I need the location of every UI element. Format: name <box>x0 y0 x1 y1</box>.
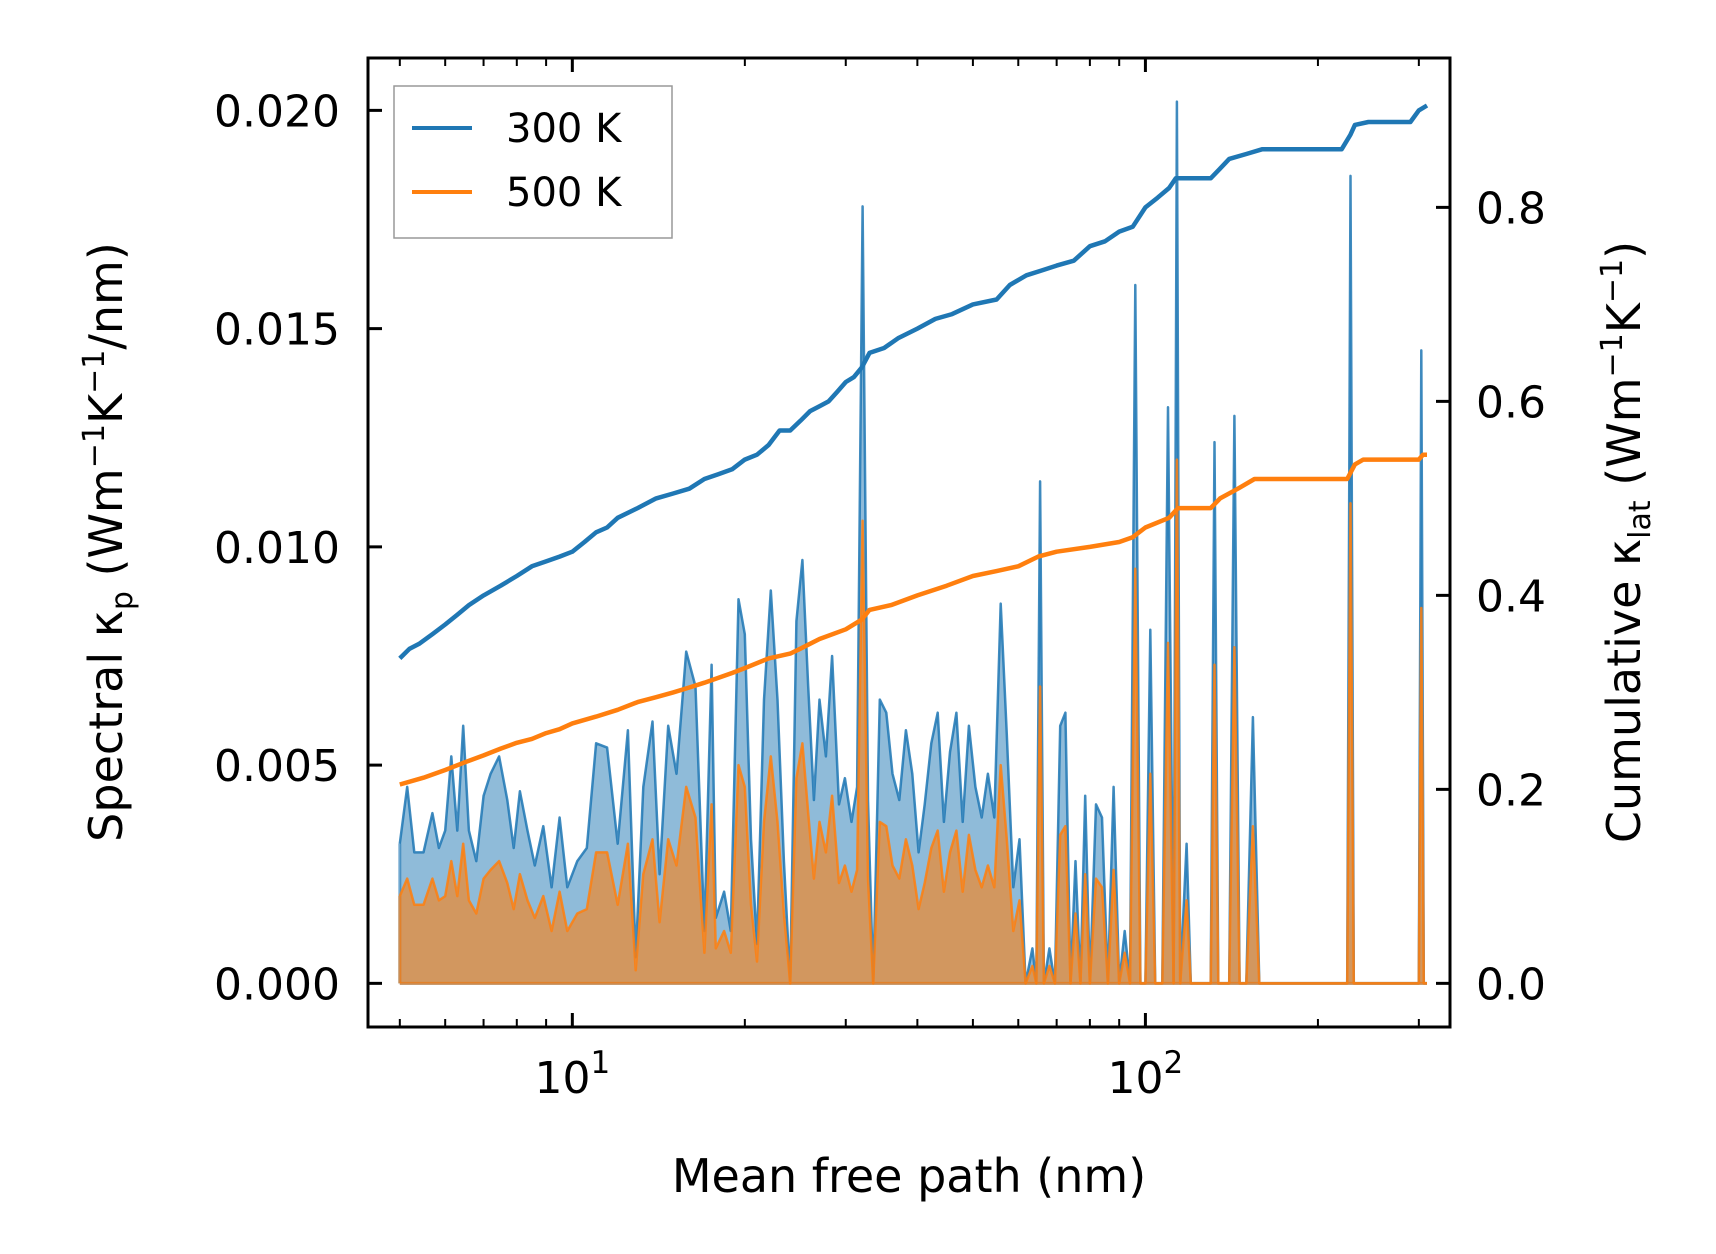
tick-layer: 101 102 0.000 0.005 0.010 0.015 0.020 0.0 0.2 0.4… <box>214 58 1546 1104</box>
legend-frame <box>393 85 673 239</box>
legend-label-300k: 300 K <box>506 106 623 152</box>
y-right-tick-label: 0.0 <box>1476 959 1546 1010</box>
legend: 300 K 500 K <box>393 85 673 239</box>
y-right-label-units-2: K <box>1597 301 1651 333</box>
cumulative-line-500k <box>399 452 1427 787</box>
y-right-label-units-1: −1 <box>1595 333 1630 377</box>
y-right-label-units-4: ) <box>1597 241 1651 259</box>
legend-label-500k: 500 K <box>506 170 623 216</box>
y-left-tick-label: 0.000 <box>214 959 340 1010</box>
x-tick-label: 102 <box>1108 1045 1184 1104</box>
spectral-fill-layer <box>398 100 1428 985</box>
y-left-label-units-2: K <box>79 392 133 424</box>
cumulative-line-300k <box>398 103 1429 660</box>
y-left-label-units-0: (Wm <box>79 468 133 591</box>
y-left-tick-label: 0.015 <box>214 305 340 356</box>
x-tick-label: 101 <box>534 1045 610 1104</box>
y-right-label-units-3: −1 <box>1595 259 1630 303</box>
y-right-tick-label: 0.4 <box>1476 571 1546 622</box>
spectral-line-500k <box>398 458 1427 985</box>
y-left-tick-label: 0.010 <box>214 523 340 574</box>
y-axis-left-label: Spectral κp (Wm−1K−1/nm) <box>77 242 140 842</box>
x-axis-label: Mean free path (nm) <box>672 1149 1146 1203</box>
y-right-label-prefix: Cumulative κ <box>1597 539 1651 843</box>
y-left-tick-label: 0.005 <box>214 741 340 792</box>
plot-frame <box>366 56 1452 1029</box>
y-right-tick-label: 0.6 <box>1476 377 1546 428</box>
y-left-label-units-4: /nm) <box>79 242 133 349</box>
cumulative-line-layer <box>398 103 1429 787</box>
y-left-label-units-1: −1 <box>77 424 112 468</box>
y-right-label-sub: lat <box>1623 500 1658 539</box>
y-left-tick-label: 0.020 <box>214 86 340 137</box>
y-right-tick-label: 0.2 <box>1476 765 1546 816</box>
y-left-label-sub: p <box>105 591 140 610</box>
y-left-label-prefix: Spectral κ <box>79 610 133 842</box>
y-axis-right-label: Cumulative κlat (Wm−1K−1) <box>1595 241 1658 843</box>
y-left-label-units-3: −1 <box>77 350 112 394</box>
y-right-tick-label: 0.8 <box>1476 183 1546 234</box>
y-right-label-units-0: (Wm <box>1597 377 1651 500</box>
spectral-line-300k <box>398 100 1427 985</box>
